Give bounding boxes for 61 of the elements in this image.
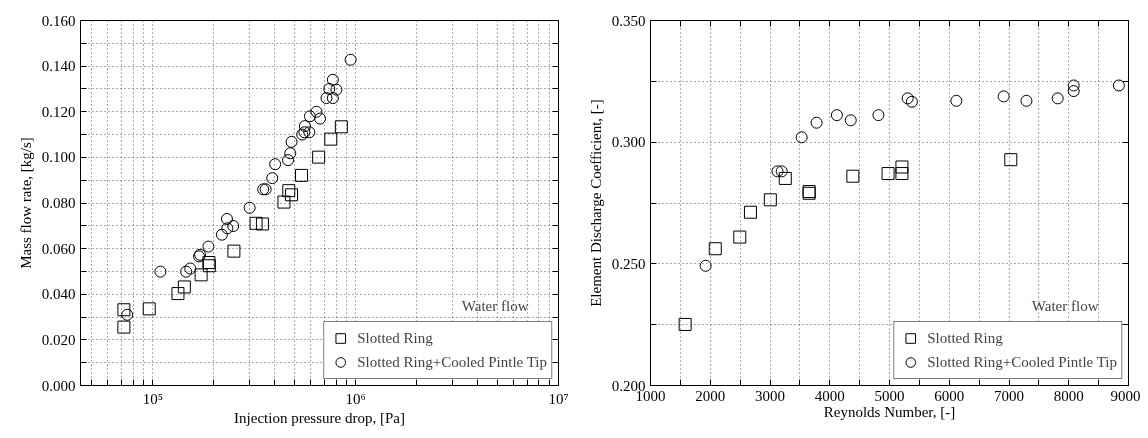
y-axis-title: Element Discharge Coefficient, [-]	[587, 99, 604, 307]
point	[1067, 79, 1080, 92]
annotation: Water flow	[1031, 297, 1099, 314]
x-tick-label: 6000	[934, 387, 965, 404]
point	[699, 259, 712, 272]
x-tick-label: 10⁷	[548, 390, 569, 407]
y-tick-label: 0.100	[41, 149, 76, 166]
x-axis-title: Injection pressure drop, [Pa]	[234, 409, 405, 426]
x-tick-label: 5000	[874, 387, 905, 404]
y-tick-label: 0.120	[41, 103, 76, 120]
point	[810, 116, 823, 129]
legend-label: Slotted Ring+Cooled Pintle Tip	[927, 352, 1117, 372]
y-tick-label: 0.080	[41, 195, 76, 211]
annotation: Water flow	[461, 297, 529, 314]
point	[708, 242, 722, 256]
x-tick-label: 9000	[1110, 387, 1141, 404]
legend-label: Slotted Ring	[927, 328, 1003, 348]
point	[1004, 153, 1018, 167]
y-tick-label: 0.300	[611, 134, 646, 151]
x-tick-label: 7000	[994, 387, 1024, 404]
point	[901, 92, 914, 105]
point	[997, 90, 1010, 103]
point	[844, 114, 857, 127]
y-tick-label: 0.020	[41, 331, 76, 348]
point	[895, 167, 909, 181]
y-tick-label: 0.060	[41, 240, 76, 257]
legend-label: Slotted Ring+Cooled Pintle Tip	[357, 352, 547, 372]
point	[895, 160, 909, 174]
point	[775, 165, 788, 178]
x-axis-title: Reynolds Number, [-]	[823, 403, 956, 420]
x-tick-label: 10⁶	[345, 390, 366, 407]
y-axis-title: Mass flow rate, [kg/s]	[17, 137, 34, 269]
x-tick-label: 8000	[1053, 387, 1084, 404]
point	[778, 171, 792, 185]
point	[1020, 94, 1033, 107]
point	[846, 169, 860, 183]
point	[678, 317, 692, 331]
point	[881, 167, 895, 181]
x-tick-label: 3000	[755, 387, 785, 404]
point	[950, 94, 963, 107]
point	[1051, 92, 1064, 105]
y-tick-label: 0.000	[41, 377, 76, 394]
point	[795, 131, 808, 144]
y-tick-label: 0.160	[41, 12, 76, 29]
y-tick-label: 0.250	[611, 255, 646, 272]
point	[1112, 79, 1125, 92]
legend-label: Slotted Ring	[357, 328, 433, 348]
y-tick-label: 0.140	[41, 58, 76, 75]
point	[733, 230, 747, 244]
point	[872, 109, 885, 122]
point	[1067, 85, 1080, 98]
point	[830, 109, 843, 122]
y-tick-label: 0.350	[611, 12, 646, 29]
x-tick-label: 2000	[695, 387, 726, 404]
point	[763, 193, 777, 207]
point	[905, 95, 918, 108]
point	[743, 205, 757, 219]
point	[771, 165, 784, 178]
y-tick-label: 0.040	[41, 286, 76, 303]
x-tick-label: 4000	[814, 387, 845, 404]
x-tick-label: 10⁵	[142, 390, 163, 407]
